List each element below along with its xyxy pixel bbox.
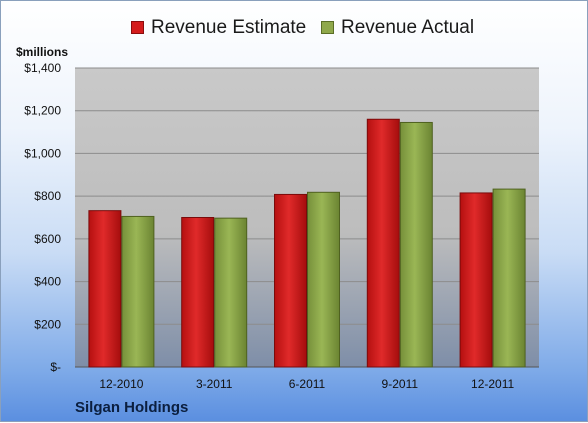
- y-tick-label: $1,400: [24, 61, 61, 75]
- y-tick-label: $1,000: [24, 146, 61, 160]
- bar-revenue-estimate: [366, 118, 400, 368]
- bar-revenue-estimate: [274, 193, 307, 368]
- y-tick-label: $600: [34, 232, 61, 246]
- legend-label-estimate: Revenue Estimate: [151, 17, 307, 38]
- x-tick-label: 3-2011: [196, 377, 233, 391]
- x-tick-label: 9-2011: [382, 377, 419, 391]
- bar-revenue-actual: [399, 121, 433, 368]
- y-tick-label: $-: [50, 360, 61, 374]
- bar-revenue-estimate: [181, 217, 215, 368]
- bar-revenue-actual: [307, 191, 340, 368]
- x-axis-ticks: 12-2010 3-2011 6-2011 9-2011 12-2011: [99, 377, 514, 391]
- y-tick-label: $400: [34, 275, 61, 289]
- bar-revenue-estimate: [459, 192, 493, 368]
- y-tick-label: $800: [34, 189, 61, 203]
- bar-revenue-actual: [492, 188, 526, 368]
- x-tick-label: 12-2010: [99, 377, 143, 391]
- y-axis-unit-label: $millions: [16, 45, 69, 59]
- company-name: Silgan Holdings: [75, 399, 189, 416]
- x-tick-label: 6-2011: [289, 377, 326, 391]
- y-tick-label: $200: [34, 317, 61, 331]
- bar-revenue-actual: [121, 215, 155, 368]
- y-axis-ticks: $- $200 $400 $600 $800 $1,000 $1,200 $1,400: [24, 61, 61, 374]
- legend-label-actual: Revenue Actual: [341, 17, 475, 38]
- y-tick-label: $1,200: [24, 104, 61, 118]
- x-tick-label: 12-2011: [471, 377, 514, 391]
- bars: [88, 118, 526, 368]
- bar-revenue-estimate: [88, 210, 122, 368]
- legend-swatch-actual: [321, 21, 334, 34]
- bar-revenue-actual: [214, 217, 248, 368]
- legend-swatch-estimate: [131, 21, 144, 34]
